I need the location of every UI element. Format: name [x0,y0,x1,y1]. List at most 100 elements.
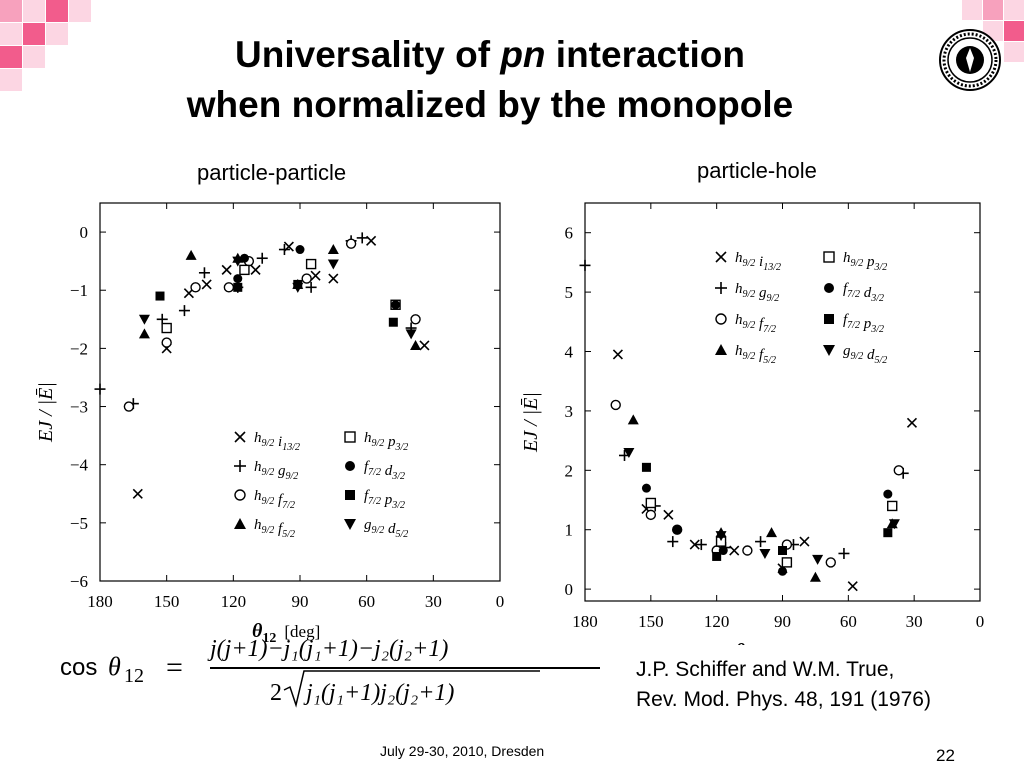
y-tick-label: 3 [565,402,574,421]
legend-label: f7/2 p3/2 [843,312,884,335]
footer-date-location: July 29-30, 2010, Dresden [380,743,545,759]
data-point [201,279,212,290]
legend-label: h9/2 g9/2 [254,459,298,482]
x-axis-label: θ12[deg] [735,640,803,645]
legend-marker [234,518,246,529]
legend-label: h9/2 p3/2 [843,250,887,273]
data-point [645,509,657,521]
svg-text:12: 12 [124,665,144,687]
x-tick-label: 30 [906,612,923,631]
data-point [233,282,243,292]
series-dot [641,483,893,576]
legend-marker [234,460,246,472]
data-point [295,245,305,255]
legend-label: g9/2 d5/2 [364,517,408,540]
x-tick-label: 120 [704,612,730,631]
data-point [712,551,722,561]
data-point [250,264,261,275]
legend-marker [824,314,834,324]
y-tick-label: 5 [565,283,574,302]
svg-text:j(j+1)−j₁(j₁+1)−j₂(j₂+1): j(j+1)−j₁(j₁+1)−j₂(j₂+1) [207,636,448,662]
series-square-open [161,258,401,334]
data-point [410,339,422,350]
y-axis-label: EJ / |Ē| [520,392,542,453]
legend-marker [715,251,727,263]
series-triangle-up [627,414,898,582]
data-point [123,401,135,412]
data-point [327,244,339,255]
data-point [239,253,249,263]
legend-marker [234,489,246,501]
legend-marker [345,461,355,471]
x-tick-label: 150 [638,612,664,631]
data-point [301,273,312,284]
data-point [223,282,235,293]
series-x [612,349,918,592]
data-point [138,328,150,339]
data-point [623,447,635,458]
series-triangle-down [623,447,900,565]
y-tick-label: 0 [80,223,89,242]
y-tick-label: −6 [70,572,88,591]
chart-particle-particle-svg: 180 150 120 90 60 30 0 0 −1 −2 −3 −4 −5 −6 θ12 [deg] EJ … [35,202,505,646]
chart-particle-particle: 180 150 120 90 60 30 0 0 −1 −2 −3 −4 −5 −6 θ12 [deg] EJ … [30,195,510,650]
data-point [667,536,679,548]
legend-label: h9/2 i13/2 [735,250,781,273]
x-tick-label: 120 [221,592,247,611]
data-point [419,340,430,351]
legend-marker [344,431,356,443]
y-tick-label: −4 [70,456,89,475]
page-number: 22 [936,746,955,765]
series-square-filled [641,462,893,561]
x-tick-label: 30 [425,592,442,611]
data-point [825,557,836,568]
legend-marker [823,345,835,356]
svg-text:2: 2 [270,680,282,706]
svg-text:θ: θ [108,652,121,681]
x-tick-label: 60 [840,612,857,631]
data-point [809,571,821,582]
legend-label: h9/2 g9/2 [735,281,779,304]
series-circle [123,238,421,412]
cos-theta-formula: cos θ 12 = j(j+1)−j₁(j₁+1)−j₂(j₂+1) 2 j₁… [60,635,605,715]
data-point [391,300,401,310]
legend-marker [344,519,356,530]
legend-label: h9/2 i13/2 [254,430,300,453]
x-tick-label: 0 [496,592,505,611]
institution-seal-logo [939,29,1001,91]
legend: h9/2 i13/2 h9/2 g9/2 h9/2 f7/2 h9/2 f5/2 h9/… [715,250,887,366]
data-point [310,270,321,281]
data-point [799,536,810,547]
y-tick-label: 6 [565,224,574,243]
data-point [641,462,651,472]
data-point [847,581,858,592]
data-point [161,322,172,334]
data-point [759,548,771,559]
data-point [327,259,339,270]
x-tick-label: 180 [572,612,598,631]
legend-label: h9/2 f5/2 [254,517,295,540]
data-point [410,314,421,325]
x-tick-label: 150 [154,592,180,611]
y-tick-label: 0 [565,580,574,599]
data-point [883,489,893,499]
data-point [185,249,197,260]
data-point [198,267,210,279]
data-point [94,383,106,395]
data-point [610,399,621,411]
x-tick-label: 180 [87,592,113,611]
y-tick-label: 1 [565,521,574,540]
data-point [388,317,398,327]
data-point [778,566,787,576]
data-point [292,282,304,293]
legend-label: f7/2 d3/2 [364,459,405,482]
legend-label: h9/2 p3/2 [364,430,408,453]
formula-svg: cos θ 12 = j(j+1)−j₁(j₁+1)−j₂(j₂+1) 2 j₁… [60,636,600,708]
data-point [256,252,268,264]
y-tick-label: −3 [70,398,88,417]
data-point [695,539,707,551]
y-tick-label: −5 [70,514,88,533]
data-point [689,539,700,550]
data-point [138,314,150,325]
series-plus [579,259,909,559]
